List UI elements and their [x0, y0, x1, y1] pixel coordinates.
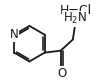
Text: N: N — [10, 28, 18, 41]
Text: H−Cl: H−Cl — [60, 4, 92, 17]
Text: H$_2$N: H$_2$N — [63, 11, 87, 26]
Text: O: O — [57, 67, 66, 80]
